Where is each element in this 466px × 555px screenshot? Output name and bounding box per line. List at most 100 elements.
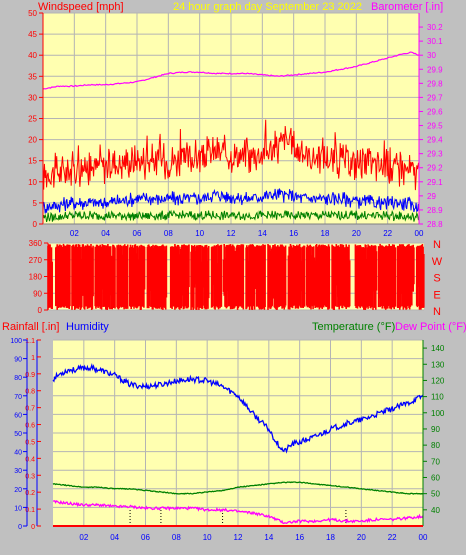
- rain-y-ticks: 0 0.1 0.2 0.3 0.4 0.5 0.6 0.7 0.8 0.9 1 1.1: [25, 338, 41, 531]
- temp-tick-label: 90: [431, 425, 440, 434]
- wind-x-tick-label: 22: [383, 229, 392, 238]
- direction-tick-label: 360: [29, 239, 43, 248]
- wind-x-tick-label: 12: [227, 229, 236, 238]
- direction-letter-w: W: [432, 256, 443, 268]
- baro-tick-label: 29.6: [427, 107, 443, 116]
- temp-y-ticks: 40 50 60 70 80 90 100 110 120 130 140: [423, 344, 445, 515]
- wind-tick-label: 45: [28, 30, 37, 39]
- temp-x-tick-label: 20: [357, 533, 366, 542]
- temp-x-tick-label: 06: [141, 533, 150, 542]
- humidity-tick-label: 10: [14, 505, 22, 512]
- rain-axis-title: Rainfall [.in]: [2, 321, 59, 333]
- temp-tick-label: 80: [431, 441, 440, 450]
- wind-x-tick-label: 20: [352, 229, 361, 238]
- rain-tick-label: 0.9: [25, 372, 35, 379]
- temp-tick-label: 40: [431, 506, 440, 515]
- temp-tick-label: 50: [431, 490, 440, 499]
- direction-tick-label: 270: [29, 256, 43, 265]
- wind-tick-label: 20: [28, 136, 37, 145]
- rain-tick-label: 0.3: [25, 473, 35, 480]
- humidity-axis-title: Humidity: [66, 321, 109, 333]
- wind-x-tick-label: 14: [258, 229, 267, 238]
- wind-tick-label: 10: [28, 178, 37, 187]
- baro-tick-label: 28.9: [427, 206, 443, 215]
- wind-tick-label: 50: [28, 9, 37, 18]
- temp-x-tick-label: 02: [79, 533, 88, 542]
- humidity-tick-label: 40: [14, 450, 22, 457]
- baro-tick-label: 29.7: [427, 93, 443, 102]
- temp-x-tick-label: 08: [172, 533, 181, 542]
- temp-panel: Rainfall [.in] Humidity Temperature (°F)…: [2, 321, 466, 542]
- baro-tick-label: 29: [427, 192, 436, 201]
- temp-grid: [53, 339, 424, 527]
- wind-x-tick-label: 00: [415, 229, 424, 238]
- temp-x-tick-label: 16: [295, 533, 304, 542]
- wind-tick-label: 15: [28, 157, 37, 166]
- wind-tick-label: 35: [28, 72, 37, 81]
- wind-tick-label: 0: [33, 220, 38, 229]
- temp-x-tick-label: 00: [419, 533, 428, 542]
- wind-x-tick-label: 04: [101, 229, 110, 238]
- wind-x-tick-label: 02: [70, 229, 79, 238]
- wind-tick-label: 5: [33, 199, 38, 208]
- temp-x-tick-label: 04: [110, 533, 119, 542]
- temp-tick-label: 110: [431, 393, 444, 402]
- wind-x-tick-label: 08: [164, 229, 173, 238]
- direction-series-layer: [47, 243, 425, 310]
- temp-tick-label: 140: [431, 344, 445, 353]
- baro-tick-label: 28.8: [427, 220, 443, 229]
- temp-tick-label: 60: [431, 473, 440, 482]
- temp-tick-label: 130: [431, 360, 445, 369]
- baro-tick-label: 29.9: [427, 65, 443, 74]
- rain-tick-label: 1.1: [25, 338, 35, 345]
- wind-x-ticks: 02 04 06 08 10 12 14 16 18 20 22 00: [70, 229, 424, 238]
- humidity-tick-label: 50: [14, 431, 22, 438]
- baro-tick-label: 29.3: [427, 150, 443, 159]
- wind-tick-label: 30: [28, 93, 37, 102]
- chart-title: 24 hour graph day September 23 2022: [173, 1, 362, 13]
- rain-tick-label: 0.8: [25, 389, 35, 396]
- humidity-tick-label: 60: [14, 412, 22, 419]
- direction-tick-label: 0: [38, 306, 43, 315]
- baro-tick-label: 29.1: [427, 178, 443, 187]
- humidity-y-ticks: 0 10 20 30 40 50 60 70 80 90 100: [10, 338, 28, 531]
- baro-tick-label: 29.4: [427, 136, 443, 145]
- rain-tick-label: 0.1: [25, 507, 35, 514]
- temp-x-ticks: 02 04 06 08 10 12 14 16 18 20 22 00: [79, 533, 428, 542]
- temp-series-layer: [52, 362, 424, 525]
- temp-tick-label: 70: [431, 457, 440, 466]
- dew-point-axis-title: Dew Point (°F): [395, 321, 466, 333]
- temp-x-tick-label: 22: [388, 533, 397, 542]
- wind-tick-label: 25: [28, 115, 37, 124]
- baro-tick-label: 29.5: [427, 122, 443, 131]
- temp-x-tick-label: 10: [203, 533, 212, 542]
- humidity-tick-label: 70: [14, 394, 22, 401]
- direction-letter-n: N: [433, 306, 441, 318]
- direction-letter-s: S: [433, 273, 440, 285]
- wind-baro-panel: Windspeed [mph] 24 hour graph day Septem…: [28, 1, 443, 238]
- direction-letter-n: N: [433, 239, 441, 251]
- direction-y-ticks: 0 90 180 270 360: [29, 239, 48, 315]
- wind-grid: [43, 12, 420, 225]
- humidity-tick-label: 100: [10, 338, 22, 345]
- baro-tick-label: 30.1: [427, 37, 443, 46]
- rain-tick-label: 0.6: [25, 423, 35, 430]
- wind-series-layer: [42, 51, 420, 223]
- wind-x-tick-label: 18: [321, 229, 330, 238]
- baro-y-ticks: 28.8 28.9 29 29.1 29.2 29.3 29.4 29.5 29.6 29.7 29…: [419, 23, 443, 229]
- wind-low-line: [42, 209, 420, 223]
- baro-tick-label: 30: [427, 51, 436, 60]
- rain-tick-label: 0: [31, 524, 35, 531]
- temp-x-tick-label: 14: [264, 533, 273, 542]
- temp-tick-label: 120: [431, 376, 445, 385]
- humidity-tick-label: 30: [14, 468, 22, 475]
- baro-axis-title: Barometer [.in]: [371, 1, 443, 13]
- humidity-line: [52, 362, 424, 454]
- temperature-line: [52, 481, 424, 495]
- wind-tick-label: 40: [28, 51, 37, 60]
- rain-tick-label: 0.7: [25, 406, 35, 413]
- wind-gust-line: [42, 119, 420, 191]
- baro-tick-label: 30.2: [427, 23, 443, 32]
- baro-tick-label: 29.2: [427, 164, 443, 173]
